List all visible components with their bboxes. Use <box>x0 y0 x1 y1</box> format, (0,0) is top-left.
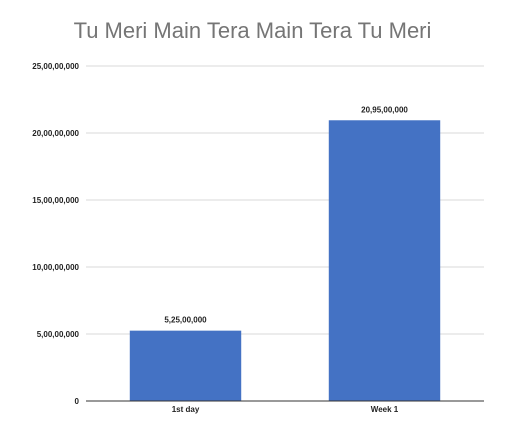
y-tick-label: 5,00,00,000 <box>37 330 80 339</box>
data-label: 20,95,00,000 <box>361 105 408 114</box>
y-tick-label: 15,00,00,000 <box>32 196 79 205</box>
labels: 0 5,00,00,000 10,00,00,000 15,00,00,000 20,0… <box>32 62 408 414</box>
y-tick-label: 0 <box>75 397 80 406</box>
y-tick-label: 25,00,00,000 <box>32 62 79 71</box>
bar <box>328 120 441 402</box>
y-tick-label: 20,00,00,000 <box>32 129 79 138</box>
chart-title: Tu Meri Main Tera Main Tera Tu Meri <box>73 18 432 43</box>
bar <box>129 330 242 401</box>
x-tick-label: Week 1 <box>371 405 399 414</box>
data-label: 5,25,00,000 <box>164 316 207 325</box>
y-tick-label: 10,00,00,000 <box>32 263 79 272</box>
bars <box>129 120 441 402</box>
x-tick-label: 1st day <box>172 405 200 414</box>
